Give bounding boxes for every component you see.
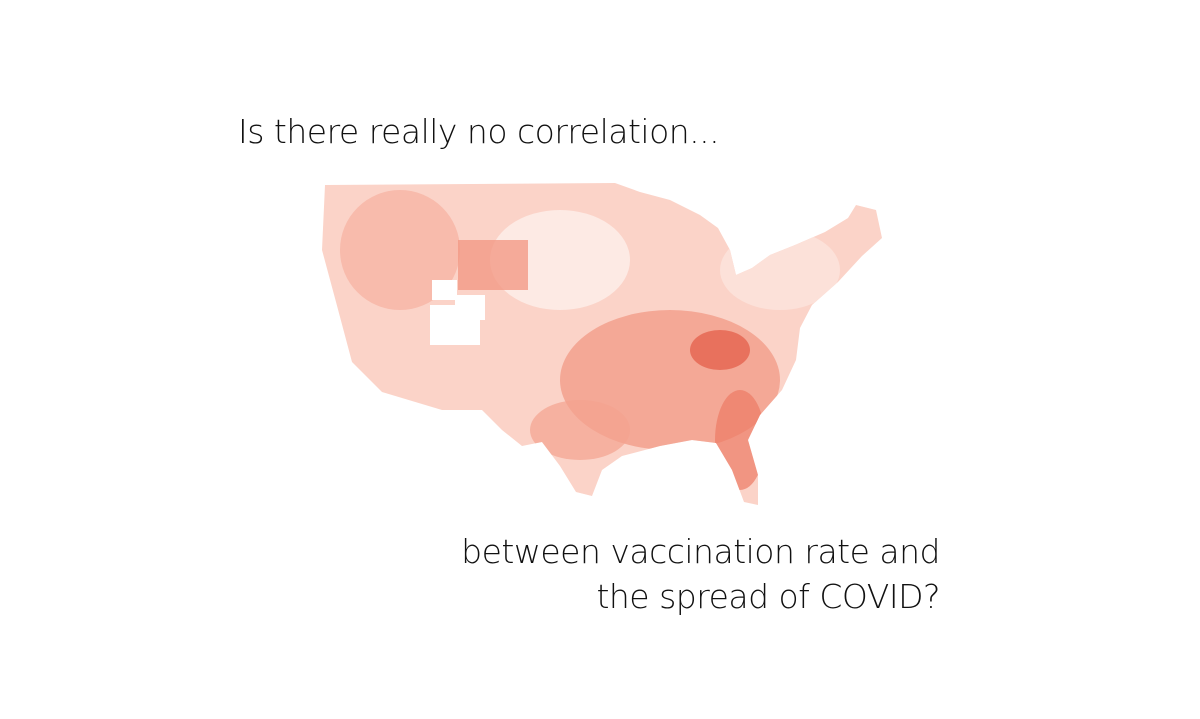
county-fill [530,400,630,460]
county-fill [720,230,840,310]
choropleth [322,183,882,505]
county-fill [340,190,460,310]
caption: between vaccination rate and [461,532,940,571]
county-fill [715,390,765,490]
county-fill [690,330,750,370]
no-data [432,280,457,300]
county-fill [458,240,528,290]
caption: the spread of COVID? [596,577,940,616]
no-data [455,295,485,320]
title: Is there really no correlation... [238,112,720,151]
